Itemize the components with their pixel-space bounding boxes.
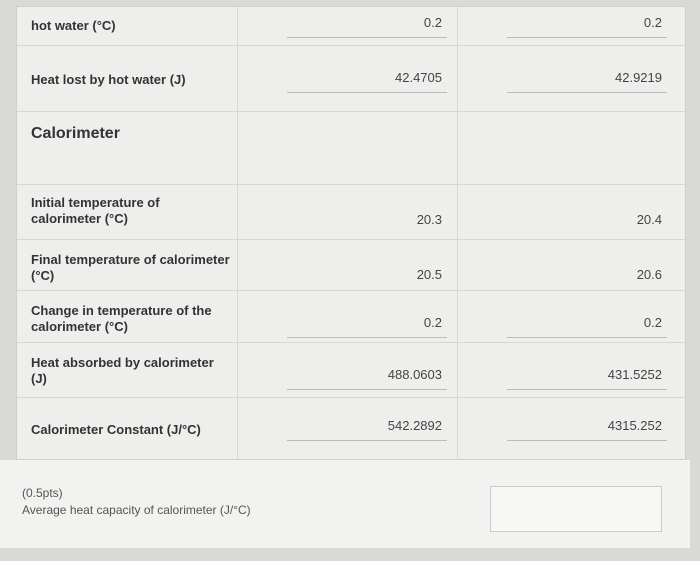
input-underline bbox=[287, 440, 447, 441]
input-underline bbox=[507, 389, 667, 390]
value: 42.4705 bbox=[395, 70, 442, 85]
cell-divider bbox=[457, 46, 458, 112]
cell-divider bbox=[237, 112, 238, 185]
answer-input[interactable] bbox=[490, 486, 662, 532]
row-label: Change in temperature of the calorimeter… bbox=[31, 303, 212, 334]
table-row: Initial temperature of calorimeter (°C) 2… bbox=[17, 184, 685, 240]
cell-divider bbox=[457, 343, 458, 398]
input-underline bbox=[507, 37, 667, 38]
points: (0.5pts) bbox=[22, 486, 63, 500]
cell-divider bbox=[237, 398, 238, 460]
value: 431.5252 bbox=[607, 367, 662, 382]
row-label: Heat lost by hot water (J) bbox=[31, 72, 186, 87]
input-underline bbox=[287, 389, 447, 390]
row-label: Calorimeter Constant (J/°C) bbox=[31, 422, 201, 437]
table-row: Calorimeter Constant (J/°C) 542.2892 4315.… bbox=[17, 397, 685, 460]
cell-divider bbox=[457, 398, 458, 460]
value: 20.5 bbox=[416, 267, 442, 282]
cell-divider bbox=[457, 7, 458, 45]
value: 4315.252 bbox=[607, 418, 662, 433]
input-underline bbox=[507, 337, 667, 338]
value: 0.2 bbox=[643, 15, 662, 30]
table-row: Change in temperature of the calorimeter… bbox=[17, 290, 685, 343]
input-underline bbox=[507, 440, 667, 441]
table-row: Heat absorbed by calorimeter (J) 488.0603… bbox=[17, 342, 685, 398]
input-underline bbox=[287, 37, 447, 38]
row-label: Final temperature of calorimeter (°C) bbox=[31, 252, 230, 283]
row-label: hot water (°C) bbox=[31, 18, 116, 33]
cell-divider bbox=[457, 185, 458, 240]
cell-divider bbox=[237, 343, 238, 398]
table-row: Final temperature of calorimeter (°C) 20.… bbox=[17, 239, 685, 291]
value: 20.4 bbox=[636, 212, 662, 227]
table-row: Calorimeter bbox=[17, 111, 685, 185]
input-underline bbox=[287, 337, 447, 338]
value: 542.2892 bbox=[387, 418, 442, 433]
value: 488.0603 bbox=[387, 367, 442, 382]
row-label: Heat absorbed by calorimeter (J) bbox=[31, 355, 214, 386]
cell-divider bbox=[457, 240, 458, 291]
data-table: hot water (°C) 0.2 0.2 Heat lost by hot wat… bbox=[16, 6, 686, 460]
input-underline bbox=[507, 92, 667, 93]
value: 42.9219 bbox=[615, 70, 662, 85]
value: 20.6 bbox=[636, 267, 662, 282]
cell-divider bbox=[237, 46, 238, 112]
row-label: Initial temperature of calorimeter (°C) bbox=[31, 195, 160, 226]
cell-divider bbox=[457, 291, 458, 343]
section-label: Calorimeter bbox=[31, 125, 120, 142]
question-area: (0.5pts) Average heat capacity of calori… bbox=[0, 460, 690, 548]
value: 0.2 bbox=[643, 315, 662, 330]
cell-divider bbox=[457, 112, 458, 185]
table-row: hot water (°C) 0.2 0.2 bbox=[17, 7, 685, 45]
value: 0.2 bbox=[423, 315, 442, 330]
value: 20.3 bbox=[416, 212, 442, 227]
question-text: Average heat capacity of calorimeter (J/… bbox=[22, 503, 251, 517]
cell-divider bbox=[237, 185, 238, 240]
cell-divider bbox=[237, 240, 238, 291]
input-underline bbox=[287, 92, 447, 93]
cell-divider bbox=[237, 291, 238, 343]
cell-divider bbox=[237, 7, 238, 45]
value: 0.2 bbox=[423, 15, 442, 30]
table-row: Heat lost by hot water (J) 42.4705 42.9219 bbox=[17, 45, 685, 112]
